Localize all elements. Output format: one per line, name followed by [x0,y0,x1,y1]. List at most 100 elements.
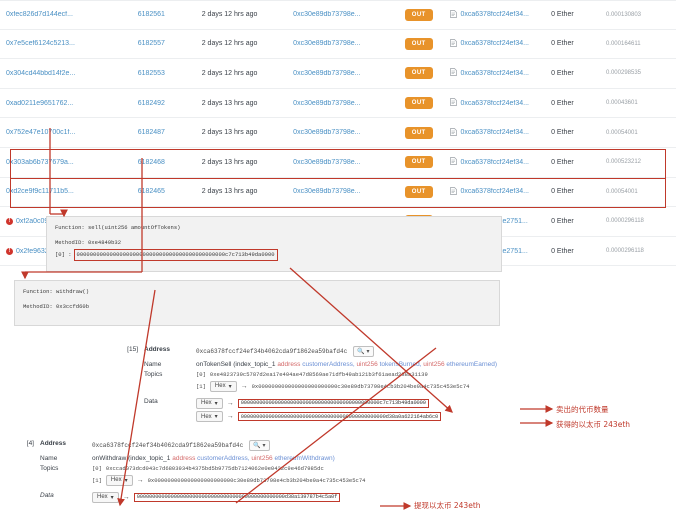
log-name-label: Name [144,360,162,368]
cell-block[interactable]: 6182561 [138,11,202,18]
from-address-link[interactable]: 0xc30e89db73798e... [293,69,361,77]
block-link[interactable]: 6182492 [137,99,165,107]
chevron-down-icon: ▾ [366,349,370,355]
hex-select-label: Hex [214,383,226,389]
cell-value: 0 Ether [551,158,574,166]
to-address-link[interactable]: 0xca6378fccf24ef34... [460,40,529,48]
cell-direction: OUT [404,185,451,198]
cell-block[interactable]: 6182553 [138,70,202,77]
log-arg2-type: uint256 [356,360,378,368]
from-address-link[interactable]: 0xc30e89db73798e... [293,129,361,137]
log-arg3-type: uint256 [423,360,445,368]
cell-to[interactable]: 0xca6378fccf24ef34... [450,127,551,138]
cell-to[interactable]: 0xca6378fccf24ef34... [450,9,551,20]
log-address-label: Address [144,346,171,353]
tx-hash-link[interactable]: 0x7e5cef6124c5213... [6,40,75,48]
chevron-down-icon: ▾ [110,494,114,501]
to-address-link[interactable]: 0xca6378fccf24ef34... [460,69,529,77]
cell-from[interactable]: 0xc30e89db73798e... [293,70,405,77]
chevron-down-icon: ▾ [214,400,218,407]
table-row[interactable]: 0xfec826d7d144ecf... 6182561 2 days 12 hrs… [0,0,676,30]
from-address-link[interactable]: 0xc30e89db73798e... [293,11,361,19]
to-address-link[interactable]: 0xca6378fccf24ef34... [460,188,529,196]
cell-from[interactable]: 0xc30e89db73798e... [293,159,405,166]
to-address-link[interactable]: 0xca6378fccf24ef34... [460,99,529,107]
block-link[interactable]: 6182487 [137,129,165,137]
from-address-link[interactable]: 0xc30e89db73798e... [293,99,361,107]
cell-direction: OUT [404,156,451,169]
cell-to[interactable]: 0xca6378fccf24ef34... [450,68,551,78]
log-arg1-name: customerAddress, [300,360,357,368]
cell-tx-hash[interactable]: !0xf2a0c09ffe9ec849... [6,217,138,225]
cell-from[interactable]: 0xc30e89db73798e... [293,11,405,18]
address-search-dropdown[interactable]: 🔍 ▾ [249,440,270,451]
tx-hash-link[interactable]: 0xad0211e9651762... [6,99,74,107]
table-row[interactable]: 0x7e5cef6124c5213... 6182557 2 days 12 hrs… [0,30,676,60]
cell-txfee: 0.000130803 [605,11,642,18]
from-address-link[interactable]: 0xc30e89db73798e... [293,188,361,196]
to-address-link[interactable]: 0xca6378fccf24ef34... [460,158,529,166]
cell-to[interactable]: 0xca6378fccf24ef34... [450,187,551,197]
cell-block[interactable]: 6182465 [138,188,202,195]
tx-hash-link[interactable]: 0x303ab6b737679a... [6,158,74,166]
document-icon [450,127,458,138]
sell-arg-index: [0] : [55,250,72,258]
tx-hash-link[interactable]: 0x304cd44bbd14f2e... [6,69,76,77]
withdraw-function-line: Function: withdraw() [23,288,90,295]
data0-hex-select[interactable]: Hex ▾ [196,397,223,409]
table-row[interactable]: 0x304cd44bbd14f2e... 6182553 2 days 12 hrs… [0,59,676,89]
cell-tx-hash[interactable]: 0x7e5cef6124c5213... [6,40,138,47]
cell-tx-hash[interactable]: 0xad0211e9651762... [6,100,138,107]
cell-direction: OUT [404,97,451,110]
direction-badge: OUT [404,97,433,110]
cell-tx-hash[interactable]: 0x752e47e10700c1f... [6,129,138,136]
to-address-link[interactable]: 0xca6378fccf24ef34... [460,11,529,19]
cell-value: 0 Ether [551,40,574,48]
data0-hex-select[interactable]: Hex ▾ [92,491,119,503]
block-link[interactable]: 6182465 [137,188,165,196]
cell-from[interactable]: 0xc30e89db73798e... [293,129,405,136]
direction-badge: OUT [404,37,433,50]
block-link[interactable]: 6182557 [137,40,165,48]
cell-block[interactable]: 6182557 [138,40,202,47]
cell-tx-hash[interactable]: !0x2fe9632f0c5e835... [6,247,138,255]
log-address-link[interactable]: 0xca6378fccf24ef34b4062cda9f1862ea59bafd… [196,348,348,355]
log-address-link[interactable]: 0xca6378fccf24ef34b4062cda9f1862ea59bafd… [92,442,244,449]
cell-from[interactable]: 0xc30e89db73798e... [293,188,405,195]
table-row[interactable]: 0xad0211e9651762... 6182492 2 days 13 hrs … [0,89,676,119]
from-address-link[interactable]: 0xc30e89db73798e... [293,158,361,166]
cell-to[interactable]: 0xca6378fccf24ef34... [450,157,551,167]
from-address-link[interactable]: 0xc30e89db73798e... [293,40,361,48]
block-link[interactable]: 6182561 [137,11,165,19]
tx-hash-link[interactable]: 0x752e47e10700c1f... [6,129,76,137]
cell-from[interactable]: 0xc30e89db73798e... [293,40,405,47]
cell-tx-hash[interactable]: 0x304cd44bbd14f2e... [6,70,138,77]
cell-tx-hash[interactable]: 0xd2ce9f9c11711b5... [6,188,138,195]
tx-hash-link[interactable]: 0xfec826d7d144ecf... [6,11,73,19]
table-row[interactable]: 0xd2ce9f9c11711b5... 6182465 2 days 13 hrs… [0,178,676,208]
block-link[interactable]: 6182468 [137,158,165,166]
search-icon: 🔍 [357,349,365,355]
arrow-icon: → [136,476,144,484]
cell-tx-hash[interactable]: 0x303ab6b737679a... [6,159,138,166]
cell-block[interactable]: 6182468 [138,159,202,166]
log-arg1-name: customerAddress, [195,454,252,462]
cell-block[interactable]: 6182492 [138,100,202,107]
cell-from[interactable]: 0xc30e89db73798e... [293,100,405,107]
cell-to[interactable]: 0xca6378fccf24ef34... [450,98,551,108]
cell-age: 2 days 13 hrs ago [201,99,258,107]
data1-hex-select[interactable]: Hex ▾ [196,411,223,422]
topic1-hex-select[interactable]: Hex ▾ [105,474,133,486]
address-search-dropdown[interactable]: 🔍 ▾ [353,346,374,357]
block-link[interactable]: 6182553 [137,69,165,77]
to-address-link[interactable]: 0xca6378fccf24ef34... [460,129,529,137]
log-data-label: Data [40,491,54,499]
event-log-4: [4] Address 0xca6378fccf24ef34b4062cda9f… [14,440,534,509]
cell-block[interactable]: 6182487 [138,129,202,136]
table-row[interactable]: 0x303ab6b737679a... 6182468 2 days 13 hrs … [0,148,676,178]
topic1-hex-select[interactable]: Hex ▾ [209,380,237,392]
tx-hash-link[interactable]: 0xd2ce9f9c11711b5... [6,188,74,196]
table-row[interactable]: 0x752e47e10700c1f... 6182487 2 days 13 hrs… [0,118,676,148]
cell-tx-hash[interactable]: 0xfec826d7d144ecf... [6,11,138,18]
cell-to[interactable]: 0xca6378fccf24ef34... [450,39,551,49]
